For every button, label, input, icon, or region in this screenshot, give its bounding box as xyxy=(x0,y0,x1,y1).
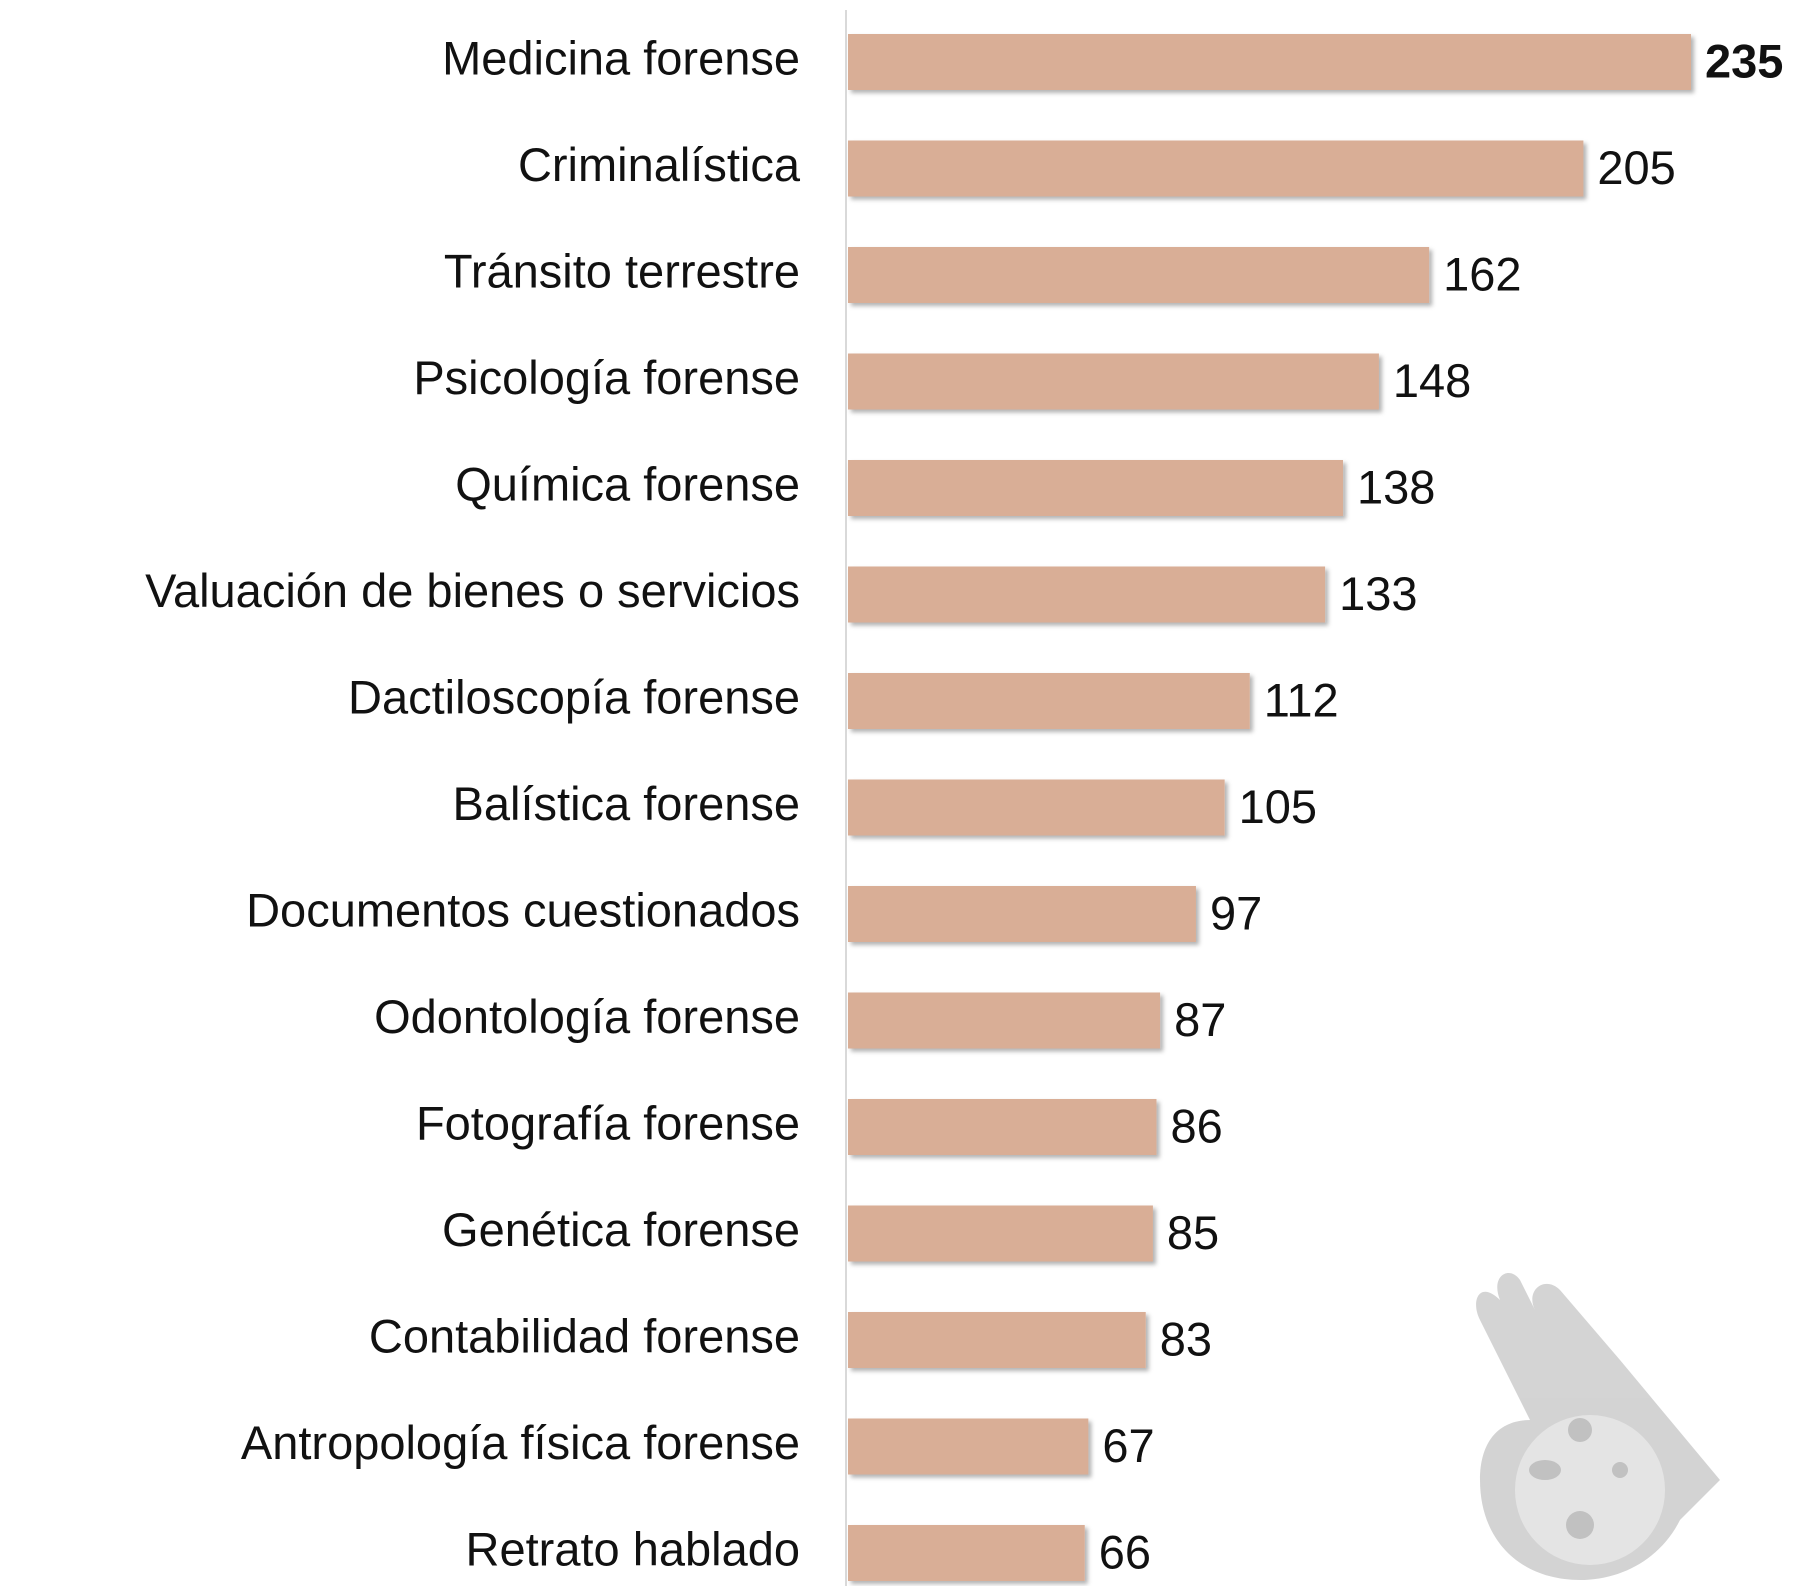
category-label: Genética forense xyxy=(442,1203,800,1256)
category-label: Valuación de bienes o servicios xyxy=(145,564,800,617)
category-label: Antropología física forense xyxy=(241,1416,800,1469)
value-label: 66 xyxy=(1099,1525,1151,1578)
value-label: 205 xyxy=(1597,141,1675,194)
category-label: Tránsito terrestre xyxy=(444,244,800,297)
category-label: Fotografía forense xyxy=(416,1096,800,1149)
value-label: 138 xyxy=(1357,460,1435,513)
bar xyxy=(848,779,1225,836)
category-label: Contabilidad forense xyxy=(369,1309,800,1362)
category-label: Documentos cuestionados xyxy=(246,883,800,936)
value-label: 97 xyxy=(1210,886,1262,939)
bar xyxy=(848,1205,1153,1262)
value-label: 85 xyxy=(1167,1206,1219,1259)
bar xyxy=(848,1312,1146,1368)
bar xyxy=(848,992,1161,1049)
bar xyxy=(848,1099,1157,1155)
bar xyxy=(848,673,1250,729)
bar xyxy=(848,460,1344,516)
value-label: 235 xyxy=(1705,34,1783,87)
bar xyxy=(848,1525,1085,1581)
category-label: Química forense xyxy=(455,457,800,510)
bar xyxy=(848,886,1196,942)
value-label: 87 xyxy=(1174,993,1226,1046)
category-label: Medicina forense xyxy=(442,31,800,84)
category-label: Criminalística xyxy=(518,138,801,191)
watermark-icon xyxy=(1476,1272,1720,1580)
bar xyxy=(848,566,1326,623)
value-label: 105 xyxy=(1239,780,1317,833)
bar xyxy=(848,353,1379,410)
category-label: Retrato hablado xyxy=(466,1522,800,1575)
value-label: 67 xyxy=(1102,1419,1154,1472)
value-label: 83 xyxy=(1160,1312,1212,1365)
value-label: 148 xyxy=(1393,354,1471,407)
value-label: 86 xyxy=(1171,1099,1223,1152)
bar xyxy=(848,247,1430,303)
bar xyxy=(848,1418,1089,1475)
category-label: Dactiloscopía forense xyxy=(348,670,800,723)
bar xyxy=(848,34,1691,90)
value-label: 162 xyxy=(1443,247,1521,300)
category-label: Balística forense xyxy=(453,777,800,830)
bar xyxy=(848,140,1584,197)
value-label: 112 xyxy=(1264,673,1339,726)
value-label: 133 xyxy=(1339,567,1417,620)
category-label: Odontología forense xyxy=(374,990,800,1043)
category-label: Psicología forense xyxy=(413,351,800,404)
